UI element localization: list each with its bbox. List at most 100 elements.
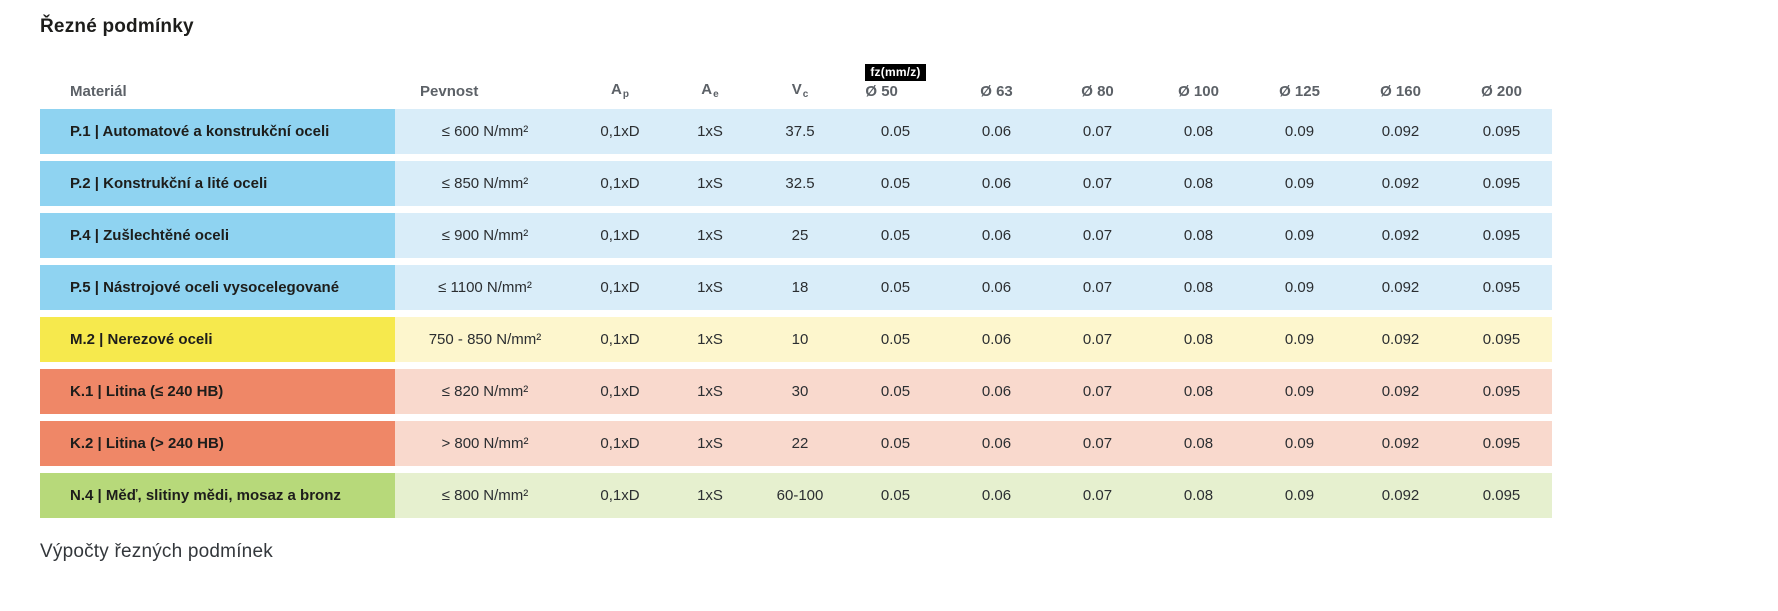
vc-cell: 37.5: [755, 109, 845, 154]
fz-cell-d3: 0.08: [1148, 369, 1249, 414]
fz-cell-d1: 0.06: [946, 369, 1047, 414]
ap-cell: 0,1xD: [575, 369, 665, 414]
material-cell: P.4 | Zušlechtěné oceli: [40, 213, 395, 258]
ae-cell: 1xS: [665, 109, 755, 154]
fz-cell-d3: 0.08: [1148, 421, 1249, 466]
ap-cell: 0,1xD: [575, 265, 665, 310]
fz-cell-d0: 0.05: [845, 161, 946, 206]
fz-cell-d3: 0.08: [1148, 213, 1249, 258]
fz-cell-d0: 0.05: [845, 213, 946, 258]
fz-cell-d4: 0.09: [1249, 369, 1350, 414]
cutting-conditions-table: Materiál Pevnost Ap Ae Vc fz(mm/z) Ø 50 …: [40, 46, 1553, 518]
header-ap: Ap: [575, 81, 665, 100]
cutting-conditions-section: Řezné podmínky Materiál Pevnost Ap Ae Vc…: [40, 16, 1553, 562]
table-row: P.5 | Nástrojové oceli vysocelegované ≤ 1…: [40, 265, 1553, 310]
fz-cell-d5: 0.092: [1350, 161, 1451, 206]
header-ae-base: A: [701, 81, 713, 98]
pevnost-cell: 750 - 850 N/mm²: [395, 317, 575, 362]
ae-cell: 1xS: [665, 161, 755, 206]
header-ap-sub: p: [622, 89, 629, 100]
fz-cell-d3: 0.08: [1148, 265, 1249, 310]
table-row: P.4 | Zušlechtěné oceli ≤ 900 N/mm² 0,1xD 1…: [40, 213, 1553, 258]
pevnost-cell: > 800 N/mm²: [395, 421, 575, 466]
header-diameter-125: Ø 125: [1279, 82, 1320, 100]
header-diameter-100: Ø 100: [1178, 82, 1219, 100]
material-cell: K.2 | Litina (> 240 HB): [40, 421, 395, 466]
header-ap-base: A: [611, 81, 622, 98]
vc-cell: 25: [755, 213, 845, 258]
ae-cell: 1xS: [665, 473, 755, 518]
fz-cell-d1: 0.06: [946, 265, 1047, 310]
ae-cell: 1xS: [665, 421, 755, 466]
fz-cell-d6: 0.095: [1451, 109, 1552, 154]
ap-cell: 0,1xD: [575, 161, 665, 206]
material-cell: P.1 | Automatové a konstrukční oceli: [40, 109, 395, 154]
fz-cell-d3: 0.08: [1148, 161, 1249, 206]
fz-cell-d1: 0.06: [946, 213, 1047, 258]
fz-cell-d6: 0.095: [1451, 317, 1552, 362]
fz-cell-d3: 0.08: [1148, 317, 1249, 362]
material-cell: K.1 | Litina (≤ 240 HB): [40, 369, 395, 414]
fz-cell-d4: 0.09: [1249, 213, 1350, 258]
fz-cell-d4: 0.09: [1249, 421, 1350, 466]
fz-cell-d4: 0.09: [1249, 317, 1350, 362]
ae-cell: 1xS: [665, 369, 755, 414]
vc-cell: 30: [755, 369, 845, 414]
ae-cell: 1xS: [665, 317, 755, 362]
table-row: N.4 | Měď, slitiny mědi, mosaz a bronz ≤ …: [40, 473, 1553, 518]
header-ae: Ae: [665, 81, 755, 100]
vc-cell: 18: [755, 265, 845, 310]
table-header-row: Materiál Pevnost Ap Ae Vc fz(mm/z) Ø 50 …: [40, 46, 1553, 109]
pevnost-cell: ≤ 900 N/mm²: [395, 213, 575, 258]
fz-unit-badge: fz(mm/z): [865, 63, 926, 81]
pevnost-cell: ≤ 800 N/mm²: [395, 473, 575, 518]
material-cell: M.2 | Nerezové oceli: [40, 317, 395, 362]
fz-cell-d1: 0.06: [946, 109, 1047, 154]
fz-cell-d6: 0.095: [1451, 161, 1552, 206]
fz-cell-d5: 0.092: [1350, 369, 1451, 414]
fz-cell-d0: 0.05: [845, 317, 946, 362]
header-diameter-63: Ø 63: [980, 82, 1013, 100]
fz-cell-d2: 0.07: [1047, 473, 1148, 518]
ae-cell: 1xS: [665, 213, 755, 258]
vc-cell: 32.5: [755, 161, 845, 206]
fz-cell-d6: 0.095: [1451, 265, 1552, 310]
fz-cell-d4: 0.09: [1249, 265, 1350, 310]
ap-cell: 0,1xD: [575, 473, 665, 518]
header-pevnost: Pevnost: [420, 82, 479, 100]
ap-cell: 0,1xD: [575, 109, 665, 154]
fz-cell-d0: 0.05: [845, 473, 946, 518]
fz-cell-d4: 0.09: [1249, 109, 1350, 154]
vc-cell: 22: [755, 421, 845, 466]
vc-cell: 60-100: [755, 473, 845, 518]
pevnost-cell: ≤ 850 N/mm²: [395, 161, 575, 206]
table-row: K.1 | Litina (≤ 240 HB) ≤ 820 N/mm² 0,1xD 1…: [40, 369, 1553, 414]
table-row: P.1 | Automatové a konstrukční oceli ≤ 60…: [40, 109, 1553, 154]
material-cell: P.2 | Konstrukční a lité oceli: [40, 161, 395, 206]
fz-cell-d6: 0.095: [1451, 369, 1552, 414]
pevnost-cell: ≤ 820 N/mm²: [395, 369, 575, 414]
fz-cell-d0: 0.05: [845, 369, 946, 414]
fz-cell-d0: 0.05: [845, 109, 946, 154]
fz-cell-d5: 0.092: [1350, 265, 1451, 310]
header-material: Materiál: [70, 82, 127, 100]
header-diameter-50: fz(mm/z) Ø 50: [845, 63, 946, 101]
fz-cell-d6: 0.095: [1451, 421, 1552, 466]
material-cell: P.5 | Nástrojové oceli vysocelegované: [40, 265, 395, 310]
material-cell: N.4 | Měď, slitiny mědi, mosaz a bronz: [40, 473, 395, 518]
ap-cell: 0,1xD: [575, 421, 665, 466]
fz-cell-d2: 0.07: [1047, 317, 1148, 362]
pevnost-cell: ≤ 1100 N/mm²: [395, 265, 575, 310]
fz-cell-d4: 0.09: [1249, 473, 1350, 518]
header-vc-sub: c: [802, 89, 809, 100]
fz-cell-d2: 0.07: [1047, 265, 1148, 310]
fz-cell-d2: 0.07: [1047, 109, 1148, 154]
fz-cell-d2: 0.07: [1047, 369, 1148, 414]
fz-cell-d3: 0.08: [1148, 473, 1249, 518]
fz-cell-d1: 0.06: [946, 161, 1047, 206]
header-vc-base: V: [791, 81, 802, 98]
fz-cell-d0: 0.05: [845, 421, 946, 466]
fz-cell-d1: 0.06: [946, 421, 1047, 466]
table-row: K.2 | Litina (> 240 HB) > 800 N/mm² 0,1xD 1…: [40, 421, 1553, 466]
fz-cell-d3: 0.08: [1148, 109, 1249, 154]
